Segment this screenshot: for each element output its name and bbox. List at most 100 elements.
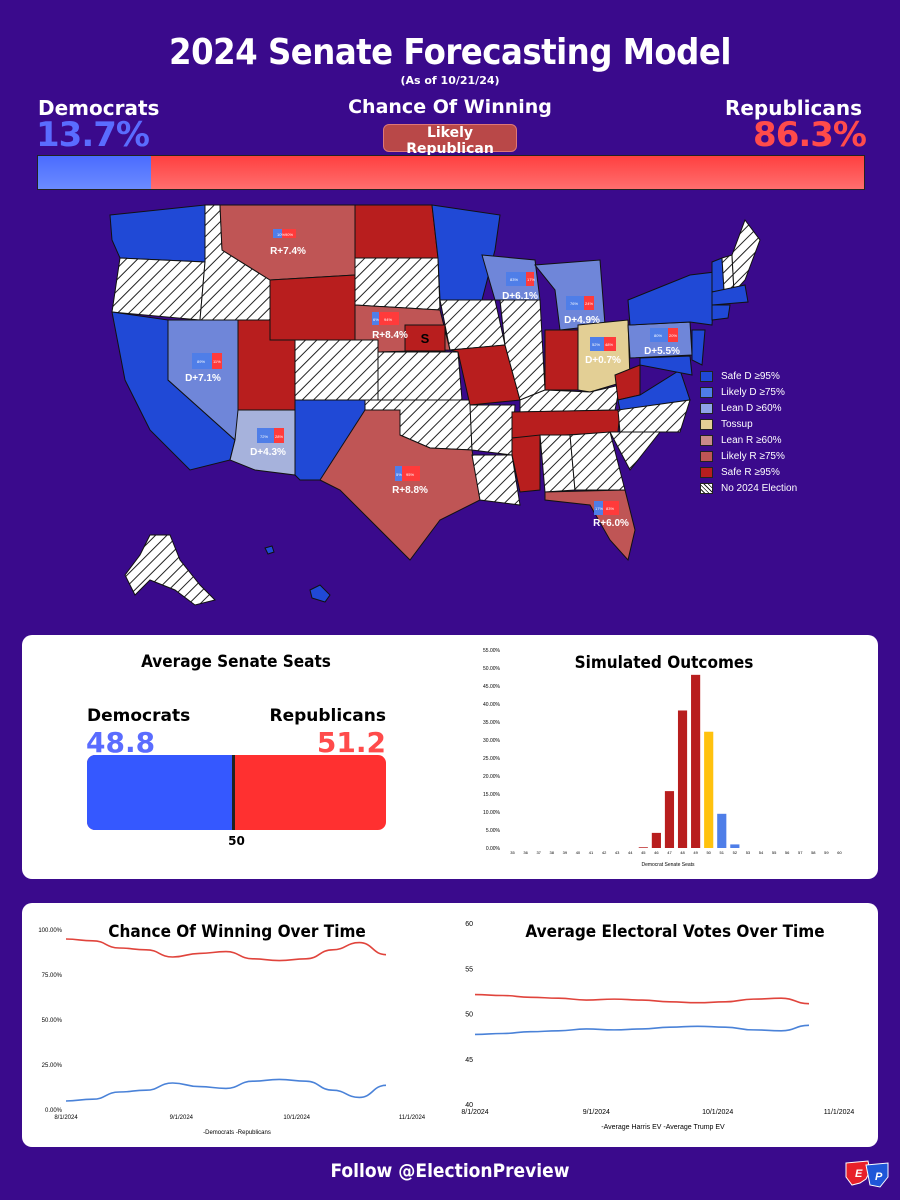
sim-x-label: Democrat Senate Seats	[641, 862, 695, 868]
state-ct	[711, 304, 731, 321]
sim-y-tick: 0.00%	[486, 846, 501, 852]
ev-legend: -Average Harris EV -Average Trump EV	[601, 1124, 725, 1131]
sim-x-tick: 50	[706, 850, 711, 855]
state-label-tx: 5% 95% R+8.8%	[392, 466, 428, 496]
svg-text:80%: 80%	[654, 333, 662, 338]
y-tick: 0.00%	[45, 1108, 63, 1114]
state-ar	[469, 404, 516, 456]
sim-y-tick: 15.00%	[483, 792, 501, 798]
chance-bar	[37, 155, 865, 190]
sim-x-tick: 57	[798, 850, 803, 855]
seats-dem-value: 48.8	[86, 726, 156, 759]
sim-x-tick: 46	[654, 850, 659, 855]
x-tick: 11/1/2024	[824, 1109, 855, 1116]
page-title: 2024 Senate Forecasting Model	[169, 32, 731, 73]
legend-item: Lean R ≥60%	[700, 435, 782, 446]
svg-text:R+7.4%: R+7.4%	[270, 246, 306, 257]
sim-x-tick: 41	[589, 850, 594, 855]
state-wa	[109, 204, 206, 263]
election-preview-logo: E P	[845, 1160, 889, 1188]
state-label-oh: 52% 48% D+0.7%	[585, 337, 621, 366]
svg-text:52%: 52%	[592, 342, 600, 347]
x-tick: 9/1/2024	[170, 1115, 194, 1121]
sim-x-tick: 56	[785, 850, 790, 855]
y-tick: 40	[465, 1102, 473, 1109]
state-ms	[511, 434, 541, 493]
state-mn	[431, 204, 501, 301]
seats-midline-label: 50	[228, 834, 245, 848]
svg-text:83%: 83%	[606, 506, 614, 511]
sim-y-tick: 40.00%	[483, 702, 501, 708]
sim-x-tick: 60	[837, 850, 842, 855]
sim-y-tick: 45.00%	[483, 684, 501, 690]
state-mo	[449, 344, 521, 406]
legend-item: Lean D ≥60%	[700, 403, 782, 414]
state-ks	[377, 351, 463, 401]
sim-x-tick: 35	[510, 850, 515, 855]
rep-chance: 86.3%	[753, 115, 867, 155]
legend-item: No 2024 Election	[700, 483, 797, 494]
svg-text:94%: 94%	[384, 317, 392, 322]
sim-x-tick: 52	[733, 850, 738, 855]
sim-y-tick: 55.00%	[483, 648, 501, 654]
series-line	[474, 993, 810, 1005]
state-label-mt: 10% 90% R+7.4%	[270, 229, 306, 257]
sim-x-tick: 43	[615, 850, 620, 855]
legend-item: Likely R ≥75%	[700, 451, 785, 462]
chance-bar-rep	[151, 156, 864, 189]
state-co	[294, 339, 379, 401]
sim-y-tick: 20.00%	[483, 774, 501, 780]
y-tick: 60	[465, 921, 473, 928]
avg-seats-title: Average Senate Seats	[141, 652, 331, 672]
series-line	[65, 1078, 387, 1102]
state-label-az: 72% 28% D+4.3%	[250, 428, 286, 458]
x-tick: 10/1/2024	[283, 1115, 310, 1121]
sim-x-tick: 55	[772, 850, 777, 855]
state-ne-special	[404, 324, 446, 352]
y-tick: 50	[465, 1012, 473, 1019]
sim-x-tick: 54	[759, 850, 764, 855]
state-ak	[124, 534, 216, 606]
footer-follow[interactable]: Follow @ElectionPreview	[330, 1160, 570, 1182]
state-al	[539, 434, 576, 493]
svg-text:11%: 11%	[213, 359, 221, 364]
chance-bar-dem	[38, 156, 152, 189]
svg-text:95%: 95%	[406, 472, 414, 477]
cow-chart-title: Chance Of Winning Over Time	[108, 922, 366, 942]
sim-bar	[704, 731, 714, 848]
x-tick: 9/1/2024	[583, 1109, 610, 1116]
seats-rep-label: Republicans	[269, 706, 387, 726]
simulated-outcomes-chart: Simulated Outcomes 0.00% 5.00% 10.00% 15.00…	[483, 648, 842, 868]
x-tick: 8/1/2024	[461, 1109, 488, 1116]
chance-over-time-chart: Chance Of Winning Over Time 0.00% 25.00% 5…	[38, 922, 425, 1136]
y-tick: 45	[465, 1057, 473, 1064]
state-nd	[354, 204, 439, 259]
sim-x-tick: 38	[550, 850, 555, 855]
state-label-fl: 17% 83% R+6.0%	[593, 501, 629, 529]
sim-x-tick: 42	[602, 850, 607, 855]
svg-text:5%: 5%	[396, 472, 402, 477]
state-tx	[319, 409, 481, 561]
legend-item: Likely D ≥75%	[700, 387, 785, 398]
svg-text:P: P	[875, 1171, 883, 1183]
sim-bar	[651, 832, 661, 848]
state-label-wi: 83% 17% D+6.1%	[502, 272, 538, 302]
state-label-pa: 80% 20% D+5.5%	[644, 328, 680, 357]
state-md	[639, 355, 693, 376]
state-sd	[354, 257, 441, 311]
svg-text:10%: 10%	[277, 232, 285, 237]
svg-text:D+4.3%: D+4.3%	[250, 447, 286, 458]
svg-text:R+6.0%: R+6.0%	[593, 518, 629, 529]
sim-x-tick: 53	[746, 850, 751, 855]
svg-text:E: E	[855, 1168, 863, 1180]
state-ma	[711, 284, 749, 306]
y-tick: 55	[465, 966, 473, 973]
legend-item: Tossup	[700, 419, 753, 430]
sim-y-tick: 5.00%	[486, 828, 501, 834]
svg-text:D+4.9%: D+4.9%	[564, 315, 600, 326]
state-ia	[439, 299, 506, 351]
y-tick: 25.00%	[42, 1063, 63, 1069]
state-label-mi: 76% 24% D+4.9%	[564, 296, 600, 326]
sim-y-tick: 30.00%	[483, 738, 501, 744]
sim-bar	[664, 791, 675, 848]
